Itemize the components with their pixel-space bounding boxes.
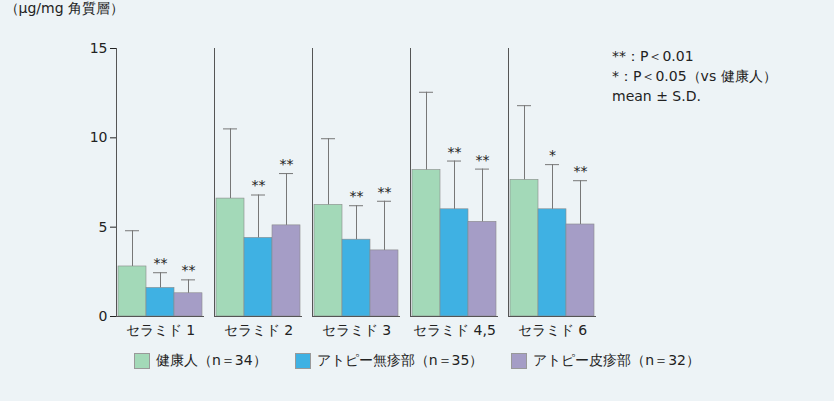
svg-text:セラミド 6: セラミド 6 [518,322,587,338]
svg-text:5: 5 [99,219,108,235]
svg-text:**: ** [476,152,490,168]
svg-text:*: * [549,147,556,163]
svg-text:セラミド 4,5: セラミド 4,5 [413,322,496,338]
svg-text:セラミド 1: セラミド 1 [126,322,195,338]
svg-text:0: 0 [99,308,108,324]
svg-text:**: ** [182,262,196,278]
html-text:アトピー皮疹部（n＝32）: アトピー皮疹部（n＝32） [533,352,700,368]
html-text:*：P＜0.05（vs 健康人）: *：P＜0.05（vs 健康人） [612,68,777,84]
svg-text:**: ** [280,156,294,172]
html-text:アトピー無疹部（n＝35）: アトピー無疹部（n＝35） [316,352,484,368]
svg-text:セラミド 2: セラミド 2 [224,322,293,338]
svg-text:**: ** [574,163,588,179]
svg-text:10: 10 [90,129,108,145]
svg-text:**: ** [252,177,266,193]
html-text:健康人（n＝34）: 健康人（n＝34） [156,352,267,368]
svg-text:（μg/mg 角質層）: （μg/mg 角質層） [5,0,125,16]
html-text:**：P＜0.01: **：P＜0.01 [612,48,694,64]
svg-text:15: 15 [90,40,108,56]
svg-text:セラミド 3: セラミド 3 [322,322,391,338]
html-text:mean ± S.D.: mean ± S.D. [612,88,701,104]
svg-text:**: ** [378,184,392,200]
svg-text:**: ** [350,188,364,204]
svg-text:**: ** [448,144,462,160]
svg-text:**: ** [154,255,168,271]
